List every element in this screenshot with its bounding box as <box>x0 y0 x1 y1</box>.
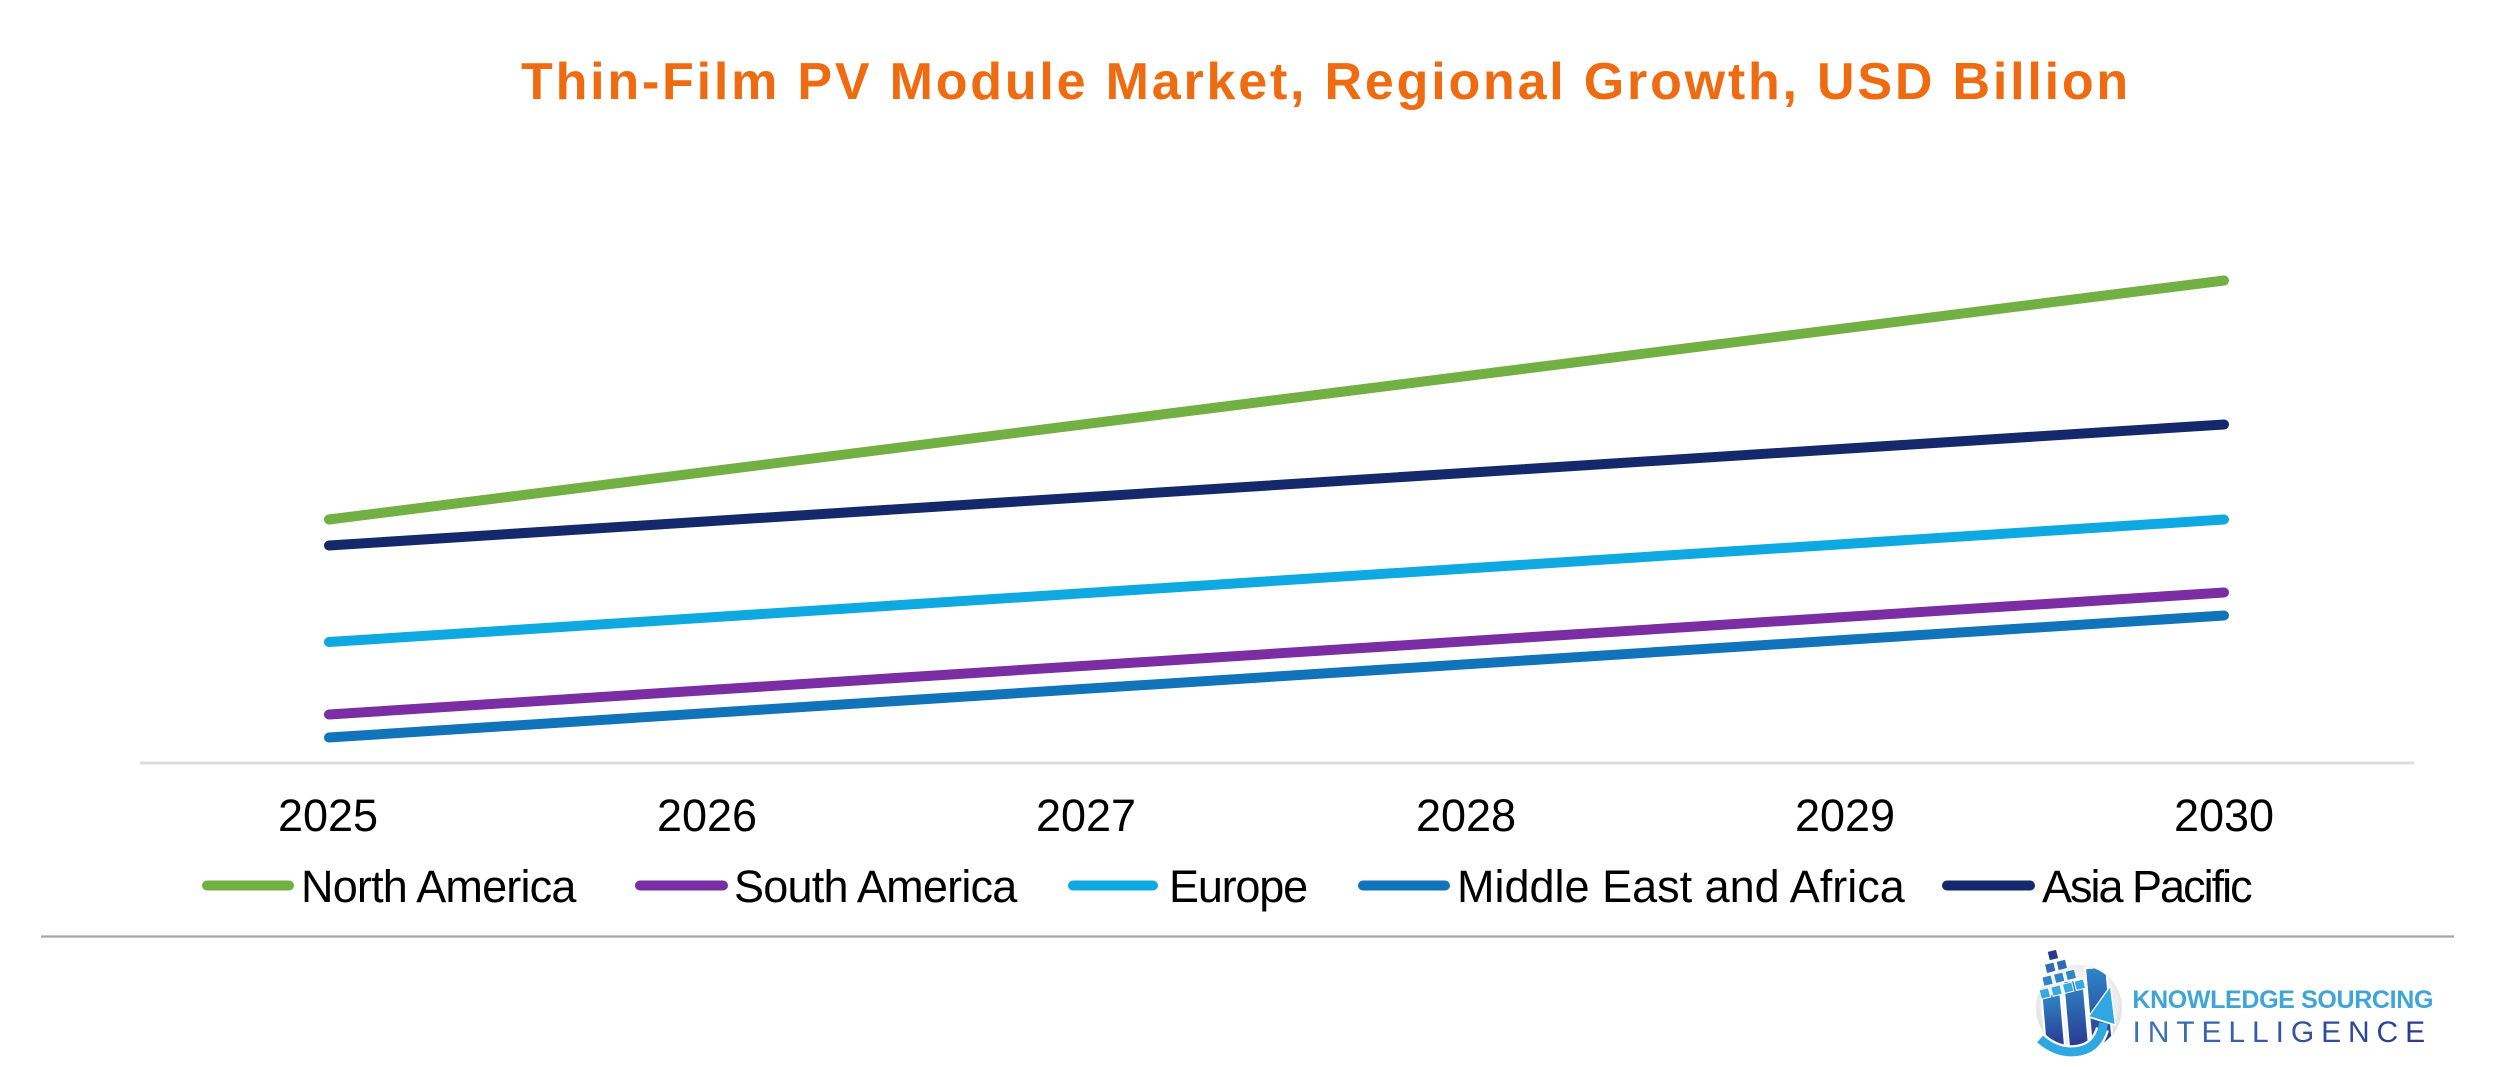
svg-text:2027: 2027 <box>1036 790 1136 841</box>
svg-text:Europe: Europe <box>1169 861 1307 912</box>
svg-text:INTELLIGENCE: INTELLIGENCE <box>2133 1016 2433 1049</box>
svg-text:KNOWLEDGE SOURCING: KNOWLEDGE SOURCING <box>2132 986 2433 1014</box>
svg-text:North America: North America <box>301 861 577 912</box>
svg-text:2028: 2028 <box>1416 790 1516 841</box>
svg-text:2025: 2025 <box>278 790 378 841</box>
svg-text:Asia Pacific: Asia Pacific <box>2042 861 2252 912</box>
svg-text:2030: 2030 <box>2174 790 2274 841</box>
svg-text:South America: South America <box>734 861 1018 912</box>
svg-text:2029: 2029 <box>1795 790 1895 841</box>
svg-text:Middle East and Africa: Middle East and Africa <box>1457 861 1906 912</box>
svg-text:Thin-Film PV Module Market, Re: Thin-Film PV Module Market, Regional Gro… <box>521 53 2131 111</box>
svg-text:2026: 2026 <box>657 790 757 841</box>
